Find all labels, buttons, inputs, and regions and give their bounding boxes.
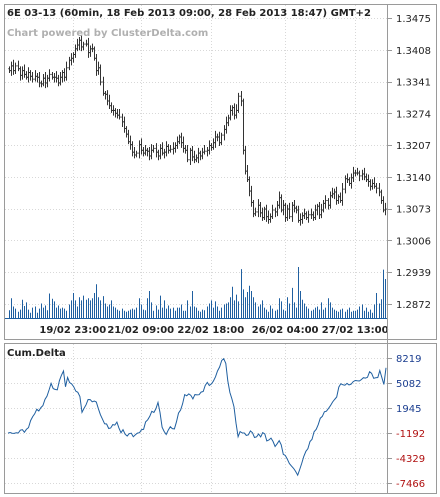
price-bar	[152, 145, 155, 153]
price-bar	[254, 207, 257, 217]
price-tick-label: 1.3274	[396, 109, 431, 120]
cum-delta-line	[7, 357, 387, 477]
price-tick-label: 1.3475	[396, 14, 431, 25]
price-bar	[135, 150, 138, 158]
price-bar	[341, 182, 344, 206]
price-tick-label: 1.3073	[396, 205, 431, 216]
price-bar	[14, 62, 17, 74]
price-bar	[82, 41, 85, 51]
price-bar	[99, 64, 102, 86]
time-tick-label: 26/02 04:00	[252, 325, 319, 336]
price-tick-label: 1.3207	[396, 141, 431, 152]
delta-panel-title: Cum.Delta	[7, 348, 66, 359]
price-bar	[375, 182, 378, 194]
delta-axis-ticks: 8219 5082 1945 -1192 -4329 -7466	[387, 354, 425, 490]
price-bar	[288, 202, 291, 220]
price-tick-label: 1.3006	[396, 236, 431, 247]
price-bar	[203, 145, 206, 155]
price-bar	[358, 170, 361, 182]
time-tick-label: 21/02 09:00	[107, 325, 174, 336]
time-axis-ticks: 19/02 23:00 21/02 09:00 22/02 18:00 26/02 0…	[39, 325, 388, 336]
chart-title: 6E 03-13 (60min, 18 Feb 2013 09:00, 28 F…	[7, 8, 371, 19]
price-bar	[48, 69, 51, 82]
price-bar	[169, 145, 172, 153]
delta-tick-label: -7466	[396, 479, 425, 490]
price-panel-grid	[5, 5, 387, 318]
price-panel-frame	[4, 4, 437, 340]
price-bar	[65, 61, 68, 81]
time-tick-label: 22/02 18:00	[177, 325, 244, 336]
price-tick-label: 1.3341	[396, 78, 431, 89]
delta-panel-frame	[4, 343, 437, 494]
price-bar	[186, 145, 189, 163]
price-bar	[271, 204, 274, 220]
time-tick-label: 19/02 23:00	[39, 325, 106, 336]
delta-tick-label: -1192	[396, 429, 425, 440]
chart-watermark: Chart powered by ClusterDelta.com	[7, 28, 208, 39]
price-ohlc-series	[8, 35, 387, 226]
price-bar	[220, 132, 223, 146]
delta-tick-label: 1945	[396, 404, 421, 415]
price-bar	[384, 202, 387, 216]
price-bar	[118, 109, 121, 120]
price-tick-label: 1.3140	[396, 173, 431, 184]
price-bar	[307, 210, 310, 223]
price-bar	[324, 195, 327, 209]
price-bar	[31, 72, 34, 83]
delta-panel-grid	[5, 344, 387, 493]
price-bar	[237, 92, 240, 113]
price-tick-label: 1.3408	[396, 46, 431, 57]
price-tick-label: 1.2872	[396, 300, 431, 311]
delta-tick-label: -4329	[396, 454, 425, 465]
delta-tick-label: 5082	[396, 379, 421, 390]
time-tick-label: 27/02 13:00	[322, 325, 389, 336]
volume-bar-series	[5, 267, 387, 319]
delta-tick-label: 8219	[396, 354, 421, 365]
price-tick-label: 1.2939	[396, 268, 431, 279]
price-axis-ticks: 1.3475 1.3408 1.3341 1.3274 1.3207 1.3140 1.30…	[387, 14, 431, 311]
